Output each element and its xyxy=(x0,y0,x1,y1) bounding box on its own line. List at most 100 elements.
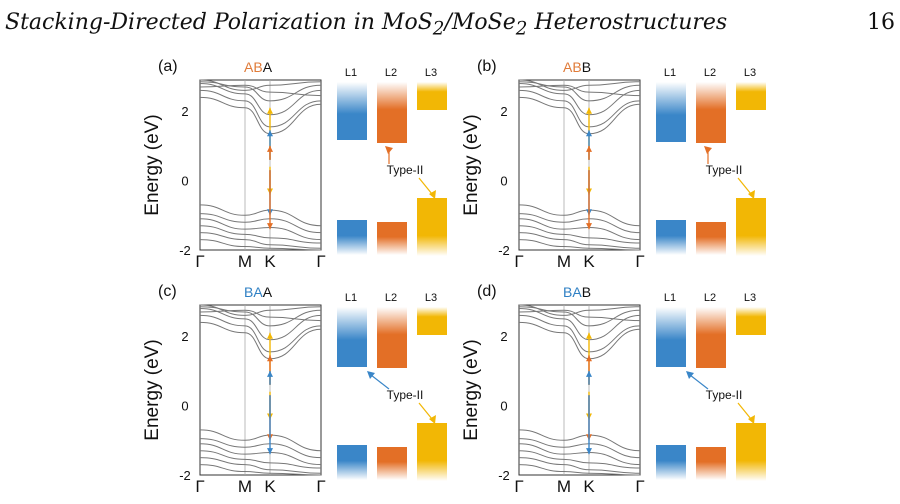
layer-label: L2 xyxy=(704,292,716,304)
kpoint-label: K xyxy=(583,477,595,496)
plot-frame xyxy=(199,79,322,251)
band-line xyxy=(518,304,641,316)
kpoint-label: M xyxy=(557,252,571,271)
layer-label: L1 xyxy=(345,292,357,304)
plot-frame xyxy=(518,79,641,251)
band-line xyxy=(199,225,322,244)
arrow-cb-2-head xyxy=(267,370,273,377)
band-line xyxy=(199,79,322,91)
arrow-cb-head xyxy=(267,130,273,137)
cb-block-L1 xyxy=(656,307,686,367)
arrow-yellow-cb-head xyxy=(586,332,592,339)
band-line xyxy=(518,321,641,360)
arrow-vb-2 xyxy=(586,395,592,455)
band-line xyxy=(518,84,641,97)
vb-block-L3 xyxy=(736,423,766,481)
stacking-label: BAA xyxy=(244,284,273,300)
stacking-label: BAB xyxy=(563,284,591,300)
band-line xyxy=(199,438,322,459)
layer-label: L3 xyxy=(425,67,437,79)
arrow-cb-head xyxy=(586,355,592,362)
type-arrow-vb xyxy=(737,402,752,420)
arrow-vb-2-head xyxy=(586,448,592,455)
vb-block-L1 xyxy=(337,220,367,255)
stacking-last-part: A xyxy=(263,284,273,300)
band-line xyxy=(518,438,641,459)
cb-block-L1 xyxy=(337,82,367,140)
band-line xyxy=(199,321,322,360)
ylabel: Energy (eV) xyxy=(142,114,163,215)
stacking-last-part: B xyxy=(582,59,591,75)
panel-d: (d) BAB 2 0 -2 Energy (eV) Γ M K Γ L1 L2 L3 Type-II xyxy=(461,283,766,496)
stacking-colored-part: BA xyxy=(244,284,263,300)
cb-block-L1 xyxy=(656,82,686,142)
band-line xyxy=(518,309,641,322)
band-line xyxy=(199,204,322,227)
kpoint-label: Γ xyxy=(195,477,204,496)
band-line xyxy=(199,457,322,474)
layer-label: L1 xyxy=(664,292,676,304)
type-arrow-cb-head xyxy=(367,371,375,379)
band-line xyxy=(199,89,322,128)
band-line xyxy=(518,306,641,327)
band-line xyxy=(199,450,322,469)
panel-label: (d) xyxy=(477,283,497,300)
layer-label: L3 xyxy=(744,292,756,304)
kpoint-label: Γ xyxy=(316,252,325,271)
band-line xyxy=(199,314,322,353)
kpoint-label: M xyxy=(238,477,252,496)
vb-block-L2 xyxy=(377,222,407,255)
band-line xyxy=(199,84,322,97)
ytick-label: -2 xyxy=(179,468,191,483)
arrow-cb-2 xyxy=(267,370,273,385)
band-line xyxy=(199,81,322,102)
band-line xyxy=(518,213,641,234)
ylabel: Energy (eV) xyxy=(461,339,482,440)
arrow-vb-2-head xyxy=(586,223,592,230)
type-label: Type-II xyxy=(387,388,424,402)
band-line xyxy=(199,213,322,234)
kpoint-label: K xyxy=(264,477,276,496)
arrow-yellow-cb-head xyxy=(586,107,592,114)
stacking-last-part: A xyxy=(263,59,273,75)
ytick-label: 0 xyxy=(500,174,507,189)
arrow-vb-2-head xyxy=(267,448,273,455)
type-arrow-vb xyxy=(418,177,433,195)
band-line xyxy=(518,81,641,102)
type-label: Type-II xyxy=(706,388,743,402)
cb-block-L3 xyxy=(417,307,447,335)
type-arrow-vb xyxy=(737,177,752,195)
cb-block-L2 xyxy=(377,82,407,143)
arrow-cb-2-head xyxy=(586,145,592,152)
band-line xyxy=(199,443,322,466)
stacking-colored-part: AB xyxy=(563,59,582,75)
ytick-label: -2 xyxy=(498,468,510,483)
type-arrow-vb-head xyxy=(429,190,436,199)
ytick-label: 0 xyxy=(181,174,188,189)
ytick-label: 2 xyxy=(500,329,507,344)
vb-block-L1 xyxy=(337,445,367,480)
band-line xyxy=(518,239,641,251)
band-line xyxy=(199,307,322,341)
cb-block-L1 xyxy=(337,307,367,367)
vb-block-L3 xyxy=(417,423,447,481)
band-line xyxy=(518,450,641,469)
arrow-vb-2 xyxy=(267,395,273,455)
kpoint-label: K xyxy=(583,252,595,271)
ytick-label: 2 xyxy=(181,104,188,119)
ytick-label: 2 xyxy=(181,329,188,344)
stacking-label: ABA xyxy=(244,59,273,75)
type-arrow-vb-head xyxy=(748,415,755,424)
band-line xyxy=(518,443,641,466)
arrow-cb-2 xyxy=(586,370,592,385)
ytick-label: -2 xyxy=(498,243,510,258)
band-line xyxy=(199,306,322,327)
arrow-cb-head xyxy=(586,130,592,137)
kpoint-label: Γ xyxy=(635,252,644,271)
band-line xyxy=(518,89,641,128)
band-line xyxy=(518,314,641,353)
layer-label: L1 xyxy=(345,67,357,79)
band-line xyxy=(518,79,641,91)
ytick-label: 0 xyxy=(181,399,188,414)
